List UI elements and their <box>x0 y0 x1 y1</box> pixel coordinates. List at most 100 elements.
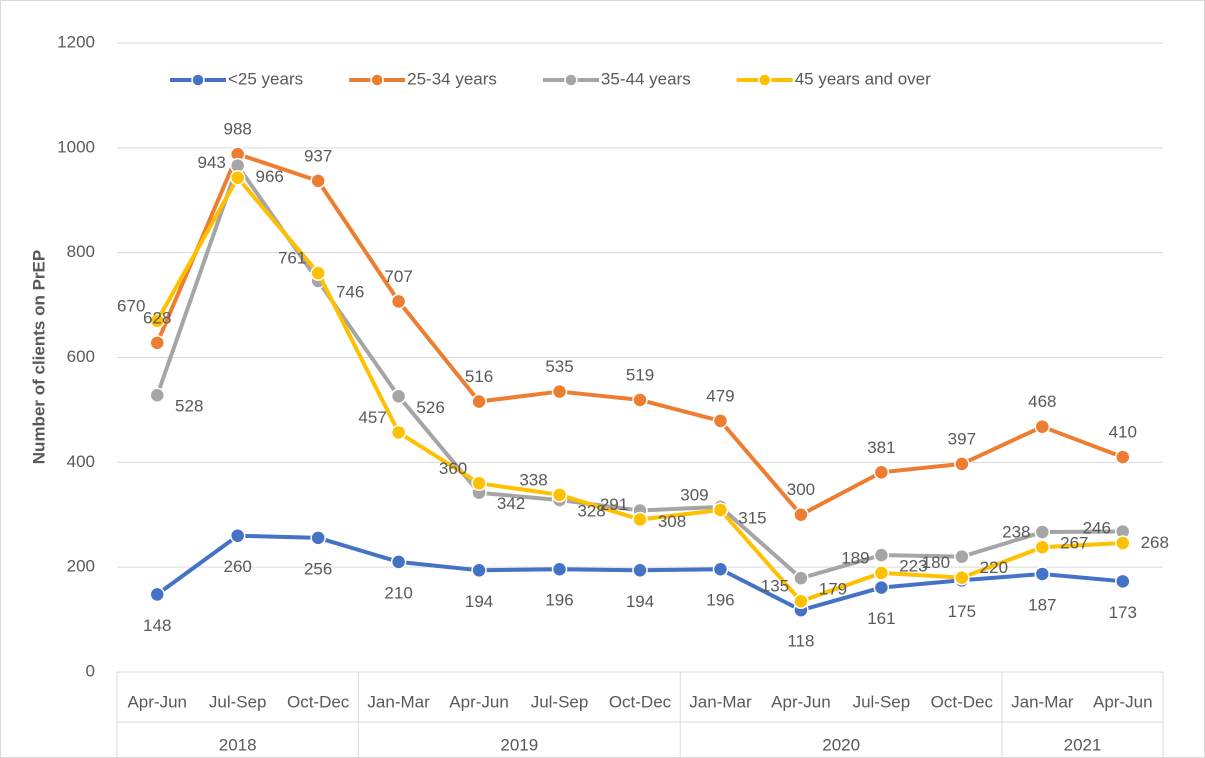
data-point <box>390 554 407 570</box>
data-label: 943 <box>198 153 226 172</box>
data-point <box>793 507 809 523</box>
data-point <box>471 475 487 492</box>
data-point <box>873 579 890 596</box>
data-label: 315 <box>738 508 766 527</box>
legend-label: 35-44 years <box>601 69 691 88</box>
data-label: 937 <box>304 146 332 165</box>
y-tick-label: 400 <box>67 452 95 471</box>
data-label: 194 <box>465 592 493 611</box>
legend-label: 45 years and over <box>795 69 931 88</box>
data-label: 175 <box>948 602 976 621</box>
data-label: 180 <box>922 553 950 572</box>
x-tick-label: Jan-Mar <box>689 692 752 711</box>
data-label: 179 <box>819 580 847 599</box>
x-group-label: 2020 <box>822 735 860 754</box>
legend-marker <box>564 73 578 87</box>
data-label: 194 <box>626 592 654 611</box>
data-label: 161 <box>867 609 895 628</box>
x-tick-label: Jan-Mar <box>1011 692 1074 711</box>
data-label: 670 <box>117 296 145 315</box>
data-point <box>310 265 326 281</box>
data-label: 468 <box>1028 392 1056 411</box>
data-label: 707 <box>384 267 412 286</box>
data-point <box>793 593 809 609</box>
data-label: 342 <box>497 494 525 513</box>
legend-label: 25-34 years <box>407 69 497 88</box>
data-point <box>471 562 487 579</box>
legend-marker <box>757 73 772 87</box>
data-point <box>310 530 326 546</box>
data-point <box>551 561 568 578</box>
data-label: 300 <box>787 480 815 499</box>
y-tick-label: 0 <box>86 661 95 680</box>
data-point <box>149 586 165 603</box>
legend-label: <25 years <box>228 69 303 88</box>
data-label: 187 <box>1028 595 1056 614</box>
data-label: 479 <box>706 386 734 405</box>
data-point <box>1115 535 1131 551</box>
data-point <box>954 548 970 565</box>
y-axis-title: Number of clients on PrEP <box>29 250 48 464</box>
data-label: 189 <box>841 548 869 567</box>
data-label: 135 <box>761 577 789 596</box>
y-tick-label: 1000 <box>57 137 95 156</box>
data-point <box>551 487 568 503</box>
data-label: 966 <box>256 167 284 186</box>
data-label: 328 <box>577 502 605 521</box>
data-point <box>471 393 487 410</box>
data-point <box>1034 539 1051 555</box>
data-label: 223 <box>899 557 927 576</box>
data-label: 338 <box>519 470 547 489</box>
data-point <box>390 424 407 441</box>
data-point <box>390 293 407 310</box>
data-label: 308 <box>658 512 686 531</box>
data-point <box>1034 524 1051 540</box>
data-point <box>310 173 326 189</box>
data-point <box>954 456 970 472</box>
data-label: 246 <box>1083 519 1111 538</box>
data-label: 196 <box>706 591 734 610</box>
data-label: 256 <box>304 559 332 578</box>
x-tick-label: Apr-Jun <box>449 692 509 711</box>
data-label: 196 <box>545 591 573 610</box>
data-point <box>149 335 165 351</box>
data-point <box>1115 573 1131 590</box>
x-tick-label: Jul-Sep <box>853 692 911 711</box>
x-tick-label: Oct-Dec <box>931 692 994 711</box>
data-point <box>149 313 165 329</box>
data-point <box>229 169 246 186</box>
x-group-label: 2021 <box>1064 735 1102 754</box>
y-tick-label: 1200 <box>57 32 95 51</box>
legend-marker <box>370 73 384 87</box>
data-point <box>1034 418 1051 435</box>
x-tick-label: Apr-Jun <box>1093 692 1153 711</box>
data-point <box>1034 566 1051 582</box>
data-point <box>873 565 890 581</box>
data-label: 291 <box>600 495 628 514</box>
data-label: 268 <box>1141 533 1169 552</box>
x-tick-label: Jan-Mar <box>367 692 430 711</box>
data-point <box>551 383 568 400</box>
data-label: 528 <box>175 397 203 416</box>
y-tick-label: 800 <box>67 242 95 261</box>
data-label: 526 <box>416 398 444 417</box>
y-tick-label: 600 <box>67 347 95 366</box>
data-point <box>632 511 648 528</box>
data-label: 988 <box>224 120 252 139</box>
x-tick-label: Jul-Sep <box>531 692 589 711</box>
data-point <box>793 570 809 586</box>
data-label: 360 <box>439 459 467 478</box>
data-label: 309 <box>680 486 708 505</box>
x-tick-label: Apr-Jun <box>127 692 187 711</box>
data-point <box>712 413 729 429</box>
data-point <box>873 464 890 481</box>
data-point <box>1115 449 1131 465</box>
data-label: 210 <box>384 583 412 602</box>
data-label: 381 <box>867 438 895 457</box>
x-tick-label: Jul-Sep <box>209 692 267 711</box>
data-label: 628 <box>143 308 171 327</box>
data-label: 148 <box>143 616 171 635</box>
legend-marker <box>191 73 205 87</box>
data-label: 260 <box>224 557 252 576</box>
